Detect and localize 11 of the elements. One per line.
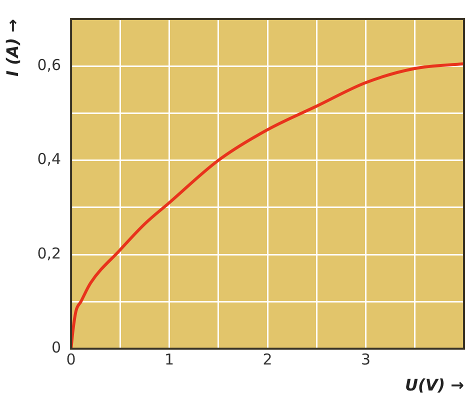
y-tick-label: 0,6 — [37, 56, 62, 74]
y-tick-label: 0 — [52, 338, 62, 357]
x-tick-label: 3 — [360, 350, 371, 369]
x-tick-label: 1 — [164, 350, 174, 369]
y-tick-label: 0,2 — [37, 244, 62, 262]
line-series — [71, 62, 464, 349]
x-tick-label: 2 — [262, 350, 272, 369]
x-tick-label: 0 — [66, 350, 76, 369]
y-tick-label: 0,4 — [37, 150, 62, 168]
y-axis-title: I (A) → — [2, 19, 22, 77]
x-axis-title: U(V) → — [405, 376, 464, 395]
